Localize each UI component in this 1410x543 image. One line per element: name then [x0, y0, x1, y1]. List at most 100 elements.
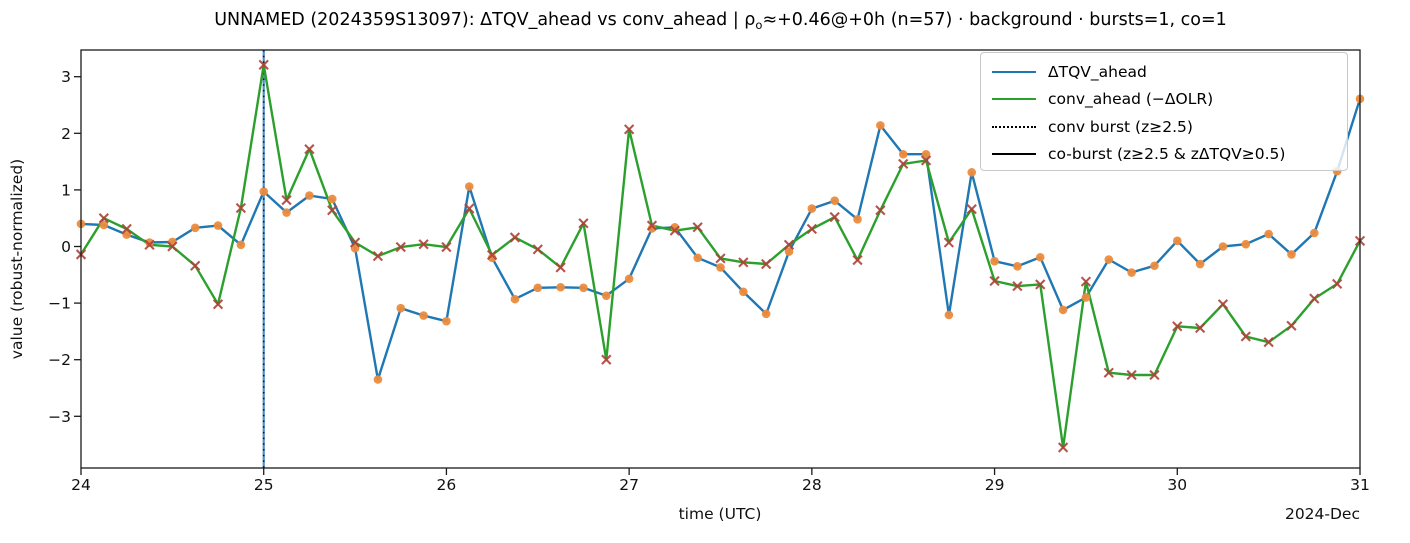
- marker-circle: [1013, 262, 1022, 271]
- marker-x: [920, 155, 932, 166]
- marker-x: [486, 249, 498, 261]
- marker-x: [966, 204, 977, 215]
- marker-x: [212, 299, 224, 310]
- y-tick-label: −3: [48, 408, 71, 426]
- legend-label: conv burst (z≥2.5): [1048, 117, 1193, 136]
- marker-circle: [419, 311, 428, 320]
- y-tick-label: −2: [48, 351, 71, 369]
- marker-circle: [1218, 242, 1228, 251]
- marker-x: [646, 220, 658, 231]
- legend-line-sample: [992, 153, 1036, 156]
- marker-x: [441, 241, 452, 253]
- marker-circle: [1081, 293, 1091, 302]
- marker-x: [761, 258, 772, 270]
- marker-circle: [533, 283, 543, 293]
- marker-circle: [190, 223, 200, 233]
- marker-circle: [716, 263, 725, 272]
- marker-circle: [967, 168, 977, 177]
- y-tick-label: 0: [61, 238, 71, 256]
- marker-x: [943, 237, 955, 248]
- marker-x: [1012, 280, 1023, 292]
- marker-x: [669, 225, 680, 236]
- marker-x: [418, 239, 429, 250]
- legend-line-sample: [992, 125, 1036, 128]
- marker-circle: [944, 310, 954, 320]
- marker-circle: [1058, 305, 1068, 315]
- marker-x: [1263, 337, 1274, 348]
- marker-circle: [1104, 255, 1114, 264]
- marker-circle: [830, 196, 839, 205]
- x-axis-label: time (UTC): [679, 505, 762, 523]
- marker-circle: [624, 274, 634, 284]
- legend-item: ΔTQV_ahead: [981, 58, 1347, 86]
- marker-circle: [305, 191, 314, 200]
- marker-x: [1149, 369, 1160, 381]
- x-tick-label: 24: [71, 476, 91, 494]
- marker-circle: [327, 194, 337, 204]
- marker-x: [1057, 442, 1069, 453]
- x-tick-label: 30: [1167, 476, 1187, 494]
- marker-x: [738, 257, 749, 268]
- marker-x: [555, 262, 566, 273]
- marker-circle: [784, 247, 794, 256]
- y-tick-label: 1: [61, 181, 71, 199]
- marker-x: [167, 241, 178, 252]
- x-tick-label: 31: [1350, 476, 1370, 494]
- marker-x: [327, 205, 338, 216]
- marker-circle: [213, 221, 223, 230]
- marker-x: [144, 239, 155, 250]
- x-tick-label: 27: [619, 476, 639, 494]
- marker-circle: [693, 253, 702, 263]
- marker-x: [989, 275, 1000, 287]
- marker-x: [783, 239, 795, 250]
- marker-x: [1194, 322, 1206, 334]
- marker-circle: [99, 220, 109, 230]
- marker-circle: [990, 256, 999, 266]
- x-offset-label: 2024-Dec: [1285, 505, 1360, 523]
- marker-x: [190, 260, 201, 271]
- marker-circle: [168, 237, 177, 247]
- marker-x: [235, 202, 247, 214]
- legend-item: conv_ahead (−ΔOLR): [981, 86, 1347, 114]
- marker-x: [692, 222, 703, 233]
- marker-circle: [1035, 252, 1045, 262]
- marker-x: [578, 218, 589, 229]
- marker-circle: [464, 182, 474, 191]
- marker-x: [624, 124, 635, 135]
- marker-circle: [1150, 261, 1159, 271]
- marker-circle: [602, 291, 611, 301]
- marker-x: [898, 158, 909, 170]
- marker-circle: [1310, 228, 1319, 238]
- y-tick-label: 2: [61, 125, 71, 143]
- marker-circle: [1264, 229, 1273, 239]
- marker-x: [1286, 320, 1297, 331]
- marker-x: [829, 211, 840, 223]
- marker-x: [372, 250, 384, 262]
- marker-x: [98, 213, 109, 224]
- legend-item: conv burst (z≥2.5): [981, 113, 1347, 141]
- marker-circle: [853, 215, 862, 224]
- marker-x: [509, 232, 521, 243]
- legend-label: ΔTQV_ahead: [1048, 62, 1147, 81]
- y-tick-label: 3: [61, 68, 71, 86]
- marker-x: [601, 354, 612, 365]
- marker-circle: [145, 238, 154, 247]
- marker-circle: [898, 149, 908, 159]
- marker-circle: [373, 375, 383, 384]
- marker-circle: [1287, 250, 1296, 259]
- marker-x: [1240, 331, 1251, 342]
- legend-label: co-burst (z≥2.5 & zΔTQV≥0.5): [1048, 145, 1286, 164]
- marker-x: [464, 203, 475, 214]
- marker-circle: [510, 294, 520, 304]
- plot-spines: [80, 49, 1361, 469]
- legend: ΔTQV_ahead conv_ahead (−ΔOLR) conv burst (…: [980, 52, 1348, 171]
- marker-x: [121, 223, 132, 235]
- x-tick-label: 26: [437, 476, 457, 494]
- marker-circle: [282, 208, 291, 217]
- chart-title-pre: UNNAMED (2024359S13097): ΔTQV_ahead vs c…: [214, 10, 756, 30]
- x-tick-label: 28: [802, 476, 822, 494]
- marker-x: [304, 144, 315, 155]
- marker-circle: [396, 303, 406, 313]
